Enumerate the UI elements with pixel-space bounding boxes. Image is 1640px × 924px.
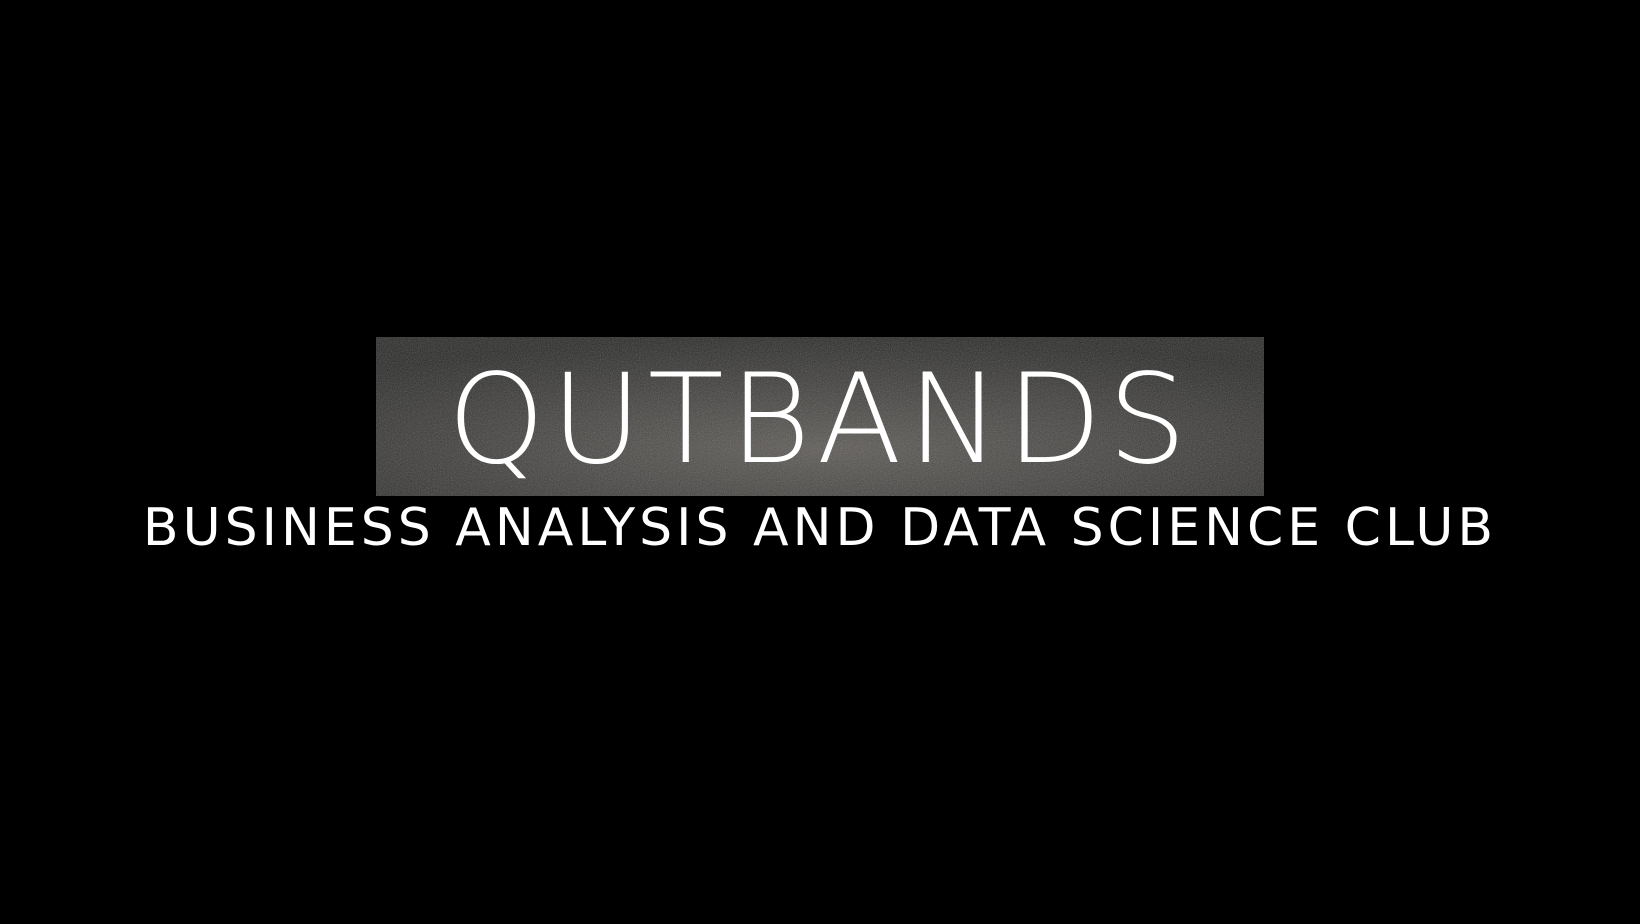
banner-texture — [376, 337, 1264, 496]
subtitle: BUSINESS ANALYSIS AND DATA SCIENCE CLUB — [142, 498, 1498, 558]
title: QUTBANDS — [447, 347, 1193, 492]
texture — [376, 337, 1264, 496]
